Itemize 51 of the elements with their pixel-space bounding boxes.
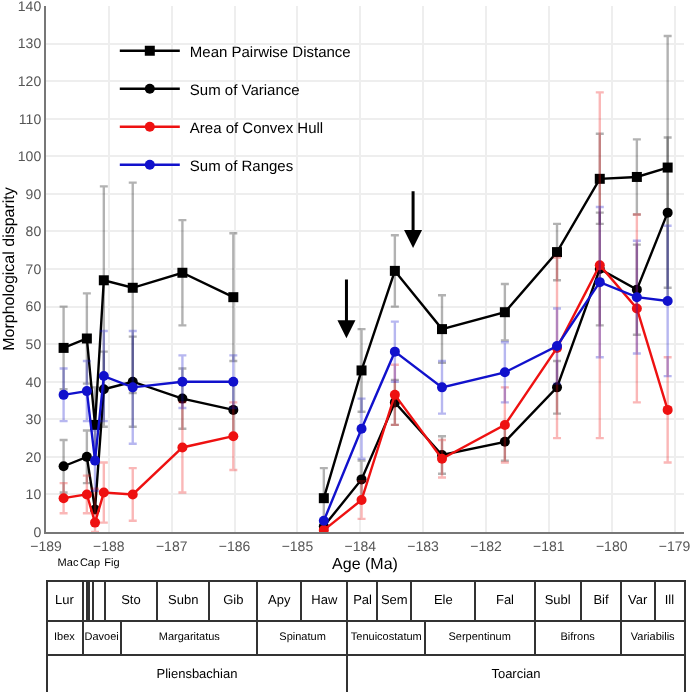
point: [356, 474, 367, 485]
point: [437, 324, 447, 335]
point: [127, 489, 138, 500]
point: [98, 487, 109, 498]
point: [594, 173, 605, 184]
point: [662, 295, 673, 306]
point: [127, 282, 138, 293]
point: [552, 382, 563, 393]
point: [662, 404, 673, 415]
point: [177, 267, 188, 278]
point: [552, 247, 563, 258]
point: [90, 517, 101, 528]
point: [662, 207, 673, 218]
point: [499, 436, 510, 447]
x-axis-title: Age (Ma): [332, 555, 399, 573]
point: [58, 389, 69, 400]
point: [98, 275, 109, 286]
point: [81, 386, 92, 397]
point: [81, 451, 92, 462]
point: [177, 393, 188, 404]
point: [499, 367, 510, 378]
point: [228, 376, 239, 387]
point: [228, 431, 239, 442]
point: [499, 307, 510, 318]
point: [58, 342, 69, 353]
point: [594, 277, 605, 288]
point: [356, 495, 367, 506]
point: [662, 162, 673, 173]
point: [631, 303, 642, 314]
point: [81, 489, 92, 500]
point: [356, 423, 367, 434]
point: [318, 493, 329, 504]
point: [499, 419, 510, 430]
point: [389, 389, 400, 400]
point: [98, 371, 109, 382]
point: [389, 265, 400, 276]
point: [90, 455, 101, 466]
point: [177, 376, 188, 387]
y-axis-title: Morphological disparity: [0, 187, 18, 351]
point: [127, 382, 138, 393]
point: [177, 442, 188, 453]
point: [631, 292, 642, 303]
point: [356, 365, 367, 376]
point: [228, 404, 239, 415]
point: [58, 493, 69, 504]
point: [228, 292, 239, 303]
point: [631, 171, 642, 182]
point: [58, 461, 69, 472]
point: [81, 333, 92, 344]
point: [389, 346, 400, 357]
point: [437, 382, 447, 393]
